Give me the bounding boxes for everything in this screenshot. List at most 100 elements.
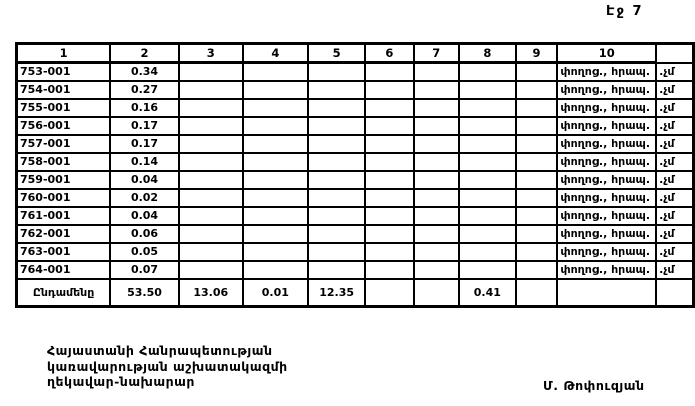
row-id-cell: 761-001 [15, 205, 112, 226]
empty-cell [412, 151, 460, 172]
margin-note: .չմ [655, 241, 695, 262]
empty-cell [457, 241, 517, 262]
empty-cell [177, 205, 244, 226]
empty-cell [364, 169, 415, 190]
total-empty-cell [412, 277, 460, 308]
empty-cell [307, 61, 367, 82]
empty-cell [412, 169, 460, 190]
margin-note: .չմ [655, 151, 695, 172]
empty-cell [412, 61, 460, 82]
empty-cell [241, 151, 310, 172]
empty-cell [307, 151, 367, 172]
category-cell: փողոց., հրապ. [556, 115, 658, 136]
empty-cell [307, 79, 367, 100]
value-cell: 0.34 [109, 61, 180, 82]
issuer-line: Հայաստանի Հանրապետության [47, 343, 273, 358]
table-row: 764-001 0.07 փողոց., հրապ. .չմ [15, 259, 695, 280]
value-cell: 0.04 [109, 169, 180, 190]
empty-cell [307, 133, 367, 154]
page-number: Էջ 7 [606, 4, 644, 19]
category-cell: փողոց., հրապ. [556, 61, 658, 82]
empty-cell [457, 79, 517, 100]
total-value-cell: 12.35 [307, 277, 367, 308]
margin-note: .չմ [655, 115, 695, 136]
row-id-cell: 753-001 [15, 61, 112, 82]
margin-note: .չմ [655, 223, 695, 244]
total-value-cell: 53.50 [109, 277, 180, 308]
empty-cell [457, 223, 517, 244]
margin-note: .չմ [655, 205, 695, 226]
total-value-cell: 0.01 [241, 277, 310, 308]
total-value-cell: 13.06 [177, 277, 244, 308]
table-header-row: 1 2 3 4 5 6 7 8 9 10 [15, 42, 694, 64]
empty-cell [514, 115, 559, 136]
empty-cell [412, 97, 460, 118]
empty-cell [177, 61, 244, 82]
empty-cell [241, 97, 310, 118]
column-header: 9 [514, 42, 559, 64]
empty-cell [177, 115, 244, 136]
empty-cell [307, 205, 367, 226]
row-id-cell: 762-001 [15, 223, 112, 244]
table-row: 757-001 0.17 փողոց., հրապ. .չմ [15, 133, 695, 154]
empty-cell [514, 223, 559, 244]
empty-cell [241, 259, 310, 280]
margin-note: .չմ [655, 169, 695, 190]
data-table-container: 1 2 3 4 5 6 7 8 9 10 753-001 0.34 փողոց., … [15, 42, 695, 308]
empty-cell [364, 97, 415, 118]
empty-cell [457, 61, 517, 82]
column-header: 5 [307, 42, 367, 64]
empty-cell [514, 169, 559, 190]
empty-cell [457, 169, 517, 190]
row-id-cell: 757-001 [15, 133, 112, 154]
column-header: 1 [15, 42, 112, 64]
empty-cell [307, 241, 367, 262]
empty-cell [177, 187, 244, 208]
margin-note: .չմ [655, 79, 695, 100]
margin-spacer [656, 43, 694, 63]
total-value-cell: 0.41 [457, 277, 517, 308]
empty-cell [241, 205, 310, 226]
category-cell: փողոց., հրապ. [556, 97, 658, 118]
table-row: 753-001 0.34 փողոց., հրապ. .չմ [15, 61, 695, 82]
row-id-cell: 763-001 [15, 241, 112, 262]
row-id-cell: 759-001 [15, 169, 112, 190]
empty-cell [177, 259, 244, 280]
column-header: 6 [364, 42, 415, 64]
empty-cell [514, 133, 559, 154]
table-row: 756-001 0.17 փողոց., հրապ. .չմ [15, 115, 695, 136]
empty-cell [514, 79, 559, 100]
empty-cell [241, 187, 310, 208]
table-row: 758-001 0.14 փողոց., հրապ. .չմ [15, 151, 695, 172]
empty-cell [457, 115, 517, 136]
table-row: 763-001 0.05 փողոց., հրապ. .չմ [15, 241, 695, 262]
empty-cell [364, 151, 415, 172]
empty-cell [241, 169, 310, 190]
table-row: 759-001 0.04 փողոց., հրապ. .չմ [15, 169, 695, 190]
empty-cell [364, 259, 415, 280]
column-header: 10 [556, 42, 658, 64]
category-cell: փողոց., հրապ. [556, 169, 658, 190]
category-cell: փողոց., հրապ. [556, 133, 658, 154]
empty-cell [241, 79, 310, 100]
total-empty-cell [556, 277, 658, 308]
value-cell: 0.07 [109, 259, 180, 280]
total-row: Ընդամենը 53.50 13.06 0.01 12.35 0.41 [15, 277, 694, 308]
empty-cell [177, 133, 244, 154]
margin-note: .չմ [655, 133, 695, 154]
signature-name: Մ. Թոփուզյան [543, 378, 645, 393]
empty-cell [412, 79, 460, 100]
table-row: 762-001 0.06 փողոց., հրապ. .չմ [15, 223, 695, 244]
table-row: 761-001 0.04 փողոց., հրապ. .չմ [15, 205, 695, 226]
empty-cell [364, 61, 415, 82]
category-cell: փողոց., հրապ. [556, 223, 658, 244]
empty-cell [412, 241, 460, 262]
value-cell: 0.02 [109, 187, 180, 208]
category-cell: փողոց., հրապ. [556, 187, 658, 208]
issuer-block: Հայաստանի Հանրապետության կառավարության ա… [47, 343, 288, 390]
empty-cell [514, 151, 559, 172]
empty-cell [514, 241, 559, 262]
empty-cell [177, 223, 244, 244]
column-header: 4 [241, 42, 310, 64]
